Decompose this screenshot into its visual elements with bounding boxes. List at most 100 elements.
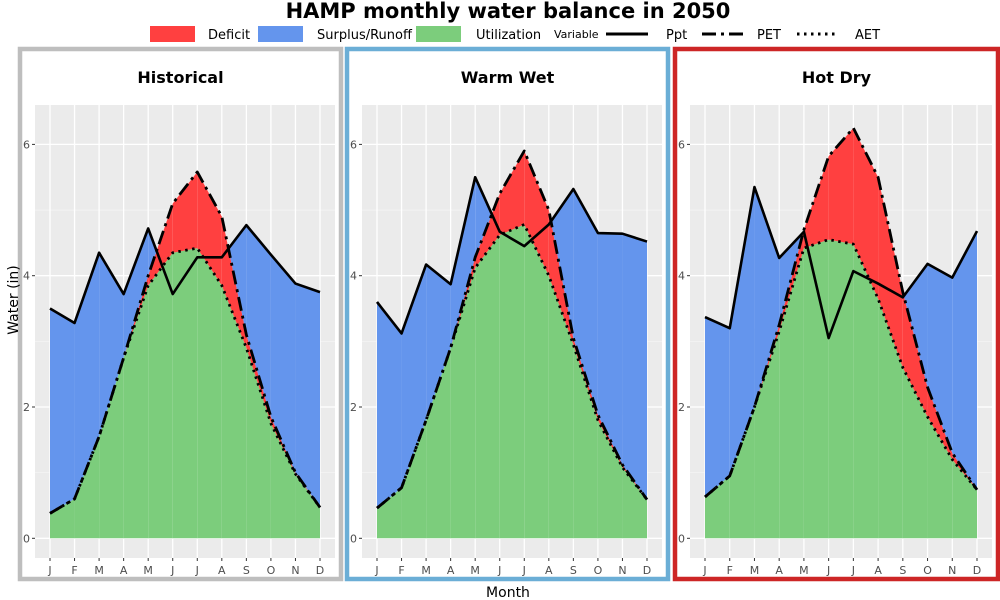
x-tick-label: M (94, 564, 104, 577)
panel-hot-dry: 0 2 4 6 J F M A M J J A S O N D Hot Dry (672, 46, 1000, 582)
panel-historical: 0 2 4 6 J F M A M J J A S O N D Historical (17, 46, 344, 582)
utilization-area (426, 347, 451, 539)
utilization-area (573, 344, 598, 539)
utilization-area (754, 331, 780, 539)
x-tick-label: J (826, 564, 830, 577)
panel-title: Historical (137, 68, 223, 87)
legend-swatch-deficit (150, 26, 195, 42)
panel-border (672, 46, 1000, 582)
surplus-area (550, 189, 574, 339)
x-axis-label: Month (486, 585, 530, 600)
utilization-area (401, 420, 427, 539)
chart-title: HAMP monthly water balance in 2050 (286, 0, 731, 23)
utilization-area (475, 234, 500, 539)
x-tick-label: A (447, 564, 455, 577)
legend-label: Deficit (208, 28, 250, 43)
x-tick-label: A (218, 564, 226, 577)
legend-swatch-utilization (416, 26, 461, 42)
utilization-area (853, 244, 879, 539)
utilization-area (148, 252, 173, 539)
surplus-area (270, 254, 296, 473)
y-tick-label: 6 (350, 138, 357, 151)
surplus-area (246, 225, 271, 417)
x-tick-label: N (948, 564, 956, 577)
surplus-area (573, 189, 598, 415)
surplus-area (50, 308, 75, 514)
utilization-area (878, 298, 903, 539)
x-tick-label: S (243, 564, 250, 577)
legend: Deficit Surplus/Runoff Utilization Variable… (150, 26, 880, 43)
panel-border (344, 46, 671, 582)
utilization-area (499, 224, 525, 539)
x-tick-label: N (618, 564, 626, 577)
x-tick-label: D (316, 564, 324, 577)
deficit-area (902, 292, 928, 417)
x-tick-label: M (799, 564, 809, 577)
utilization-area (729, 407, 755, 539)
panel-border (17, 46, 344, 582)
y-tick-label: 4 (350, 270, 357, 283)
deficit-area (499, 150, 525, 235)
utilization-area (172, 248, 198, 539)
deficit-area (524, 150, 549, 276)
x-tick-label: F (727, 564, 733, 577)
utilization-area (779, 248, 804, 539)
utilization-area (548, 275, 574, 539)
deficit-area (172, 171, 198, 253)
series-line-ppt (375, 175, 648, 335)
legend-label: PET (757, 28, 781, 43)
x-tick-label: M (421, 564, 431, 577)
x-tick-label: M (750, 564, 760, 577)
utilization-area (524, 224, 549, 539)
panel-title: Warm Wet (461, 68, 555, 87)
x-tick-label: M (143, 564, 153, 577)
legend-variable-title: Variable (554, 28, 599, 41)
surplus-area (401, 264, 427, 488)
utilization-area (597, 420, 623, 539)
y-tick-label: 0 (678, 532, 685, 545)
x-tick-label: O (923, 564, 932, 577)
surplus-area (377, 301, 402, 509)
legend-label: AET (855, 28, 880, 43)
legend-label: Ppt (666, 28, 687, 43)
utilization-area (246, 347, 271, 539)
utilization-area (902, 367, 928, 539)
surplus-area (903, 263, 928, 388)
panel-warm-wet: 0 2 4 6 J F M A M J J A S O N D Warm Wet (344, 46, 671, 582)
surplus-area (99, 252, 124, 437)
y-tick-label: 2 (350, 401, 357, 414)
series-line-pet (704, 126, 979, 499)
x-tick-label: A (874, 564, 882, 577)
surplus-area (426, 264, 451, 421)
x-tick-label: D (643, 564, 651, 577)
surplus-area (74, 252, 100, 499)
utilization-area (295, 473, 320, 539)
deficit-area (803, 156, 829, 249)
x-tick-label: J (851, 564, 855, 577)
series-line-ppt (49, 223, 321, 325)
series-line-pet (49, 170, 322, 515)
utilization-area (123, 285, 149, 539)
x-tick-label: F (71, 564, 77, 577)
x-tick-label: J (702, 564, 706, 577)
surplus-area (952, 231, 977, 490)
series-line-pet (376, 149, 649, 510)
x-tick-label: J (170, 564, 174, 577)
x-tick-label: J (497, 564, 501, 577)
surplus-area (295, 283, 320, 508)
deficit-area (828, 127, 854, 245)
x-tick-label: F (398, 564, 404, 577)
surplus-area (123, 228, 149, 358)
x-tick-label: D (973, 564, 981, 577)
utilization-area (270, 423, 296, 539)
y-tick-label: 4 (678, 270, 685, 283)
series-line-ppt (704, 185, 979, 340)
x-tick-label: O (267, 564, 276, 577)
y-axis-label: Water (in) (6, 265, 22, 335)
x-tick-label: A (545, 564, 553, 577)
x-tick-label: J (195, 564, 199, 577)
surplus-area (148, 228, 157, 276)
utilization-area (99, 357, 124, 539)
utilization-area (377, 487, 402, 539)
